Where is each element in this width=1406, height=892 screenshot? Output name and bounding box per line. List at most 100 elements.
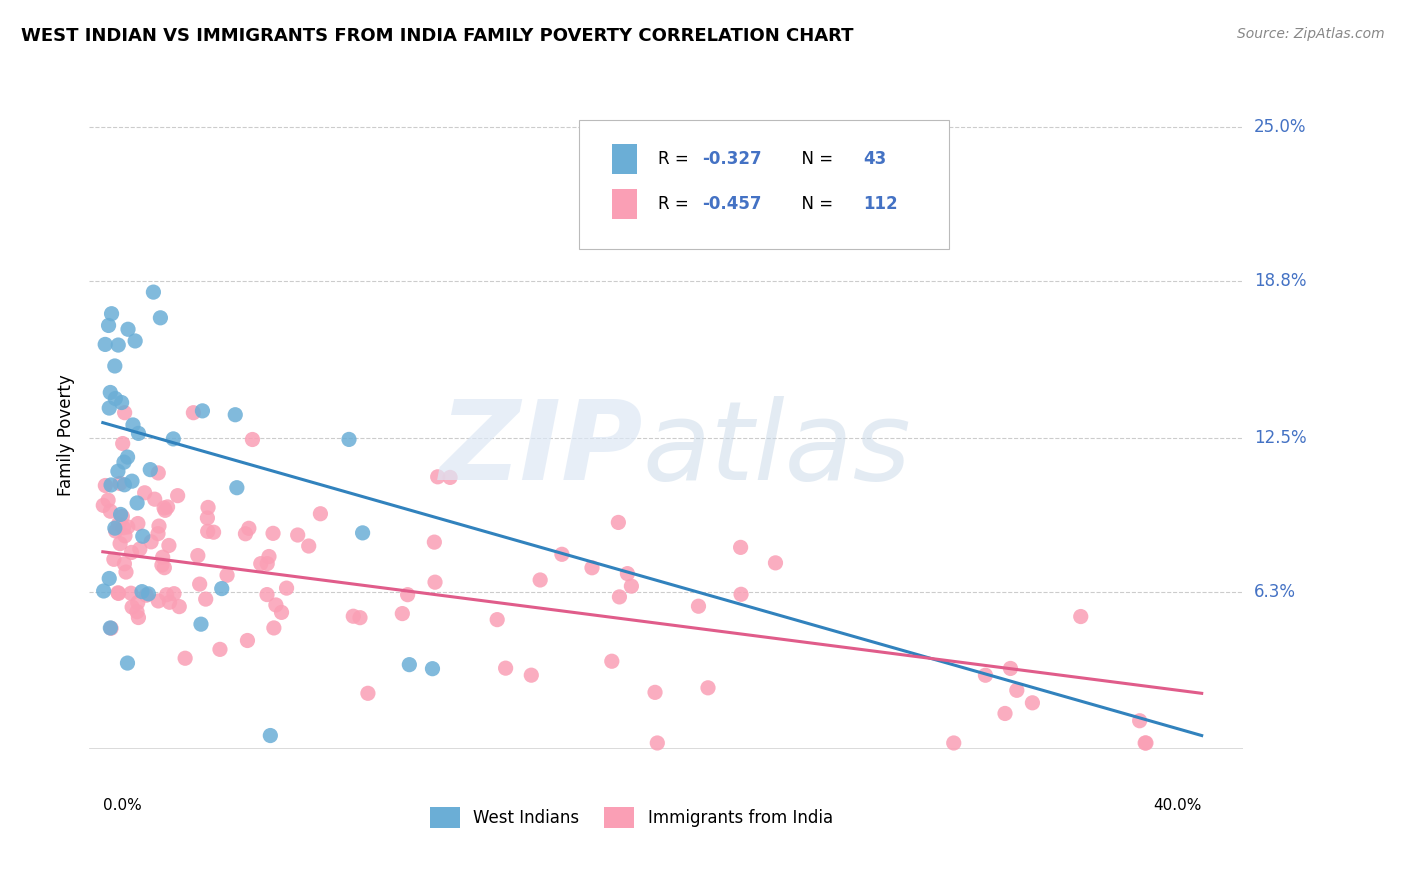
- Point: [270, 606, 292, 620]
- Point: [104, 524, 127, 538]
- Point: [225, 481, 247, 495]
- Point: [104, 392, 127, 406]
- Point: [153, 560, 176, 574]
- Point: [142, 285, 165, 299]
- Text: atlas: atlas: [643, 396, 911, 503]
- Text: Source: ZipAtlas.com: Source: ZipAtlas.com: [1237, 27, 1385, 41]
- Point: [202, 525, 225, 540]
- Text: WEST INDIAN VS IMMIGRANTS FROM INDIA FAMILY POVERTY CORRELATION CHART: WEST INDIAN VS IMMIGRANTS FROM INDIA FAM…: [21, 27, 853, 45]
- Legend: West Indians, Immigrants from India: West Indians, Immigrants from India: [423, 801, 839, 834]
- Text: 25.0%: 25.0%: [1254, 118, 1306, 136]
- Point: [529, 573, 551, 587]
- Point: [152, 550, 174, 565]
- Point: [153, 503, 176, 517]
- Point: [107, 586, 129, 600]
- Point: [208, 642, 231, 657]
- Point: [1133, 736, 1156, 750]
- Point: [156, 500, 179, 514]
- Point: [135, 588, 157, 602]
- Point: [1129, 714, 1152, 728]
- Text: -0.457: -0.457: [702, 195, 761, 213]
- Point: [166, 489, 188, 503]
- Point: [97, 493, 120, 508]
- Text: 40.0%: 40.0%: [1153, 797, 1202, 813]
- Point: [730, 587, 752, 601]
- Point: [125, 605, 148, 619]
- Point: [124, 334, 146, 348]
- Point: [607, 516, 630, 530]
- Point: [439, 470, 461, 484]
- Point: [110, 508, 132, 522]
- Point: [191, 404, 214, 418]
- Point: [132, 529, 155, 543]
- Point: [974, 668, 997, 682]
- Point: [121, 600, 143, 615]
- Point: [131, 584, 153, 599]
- Point: [581, 561, 603, 575]
- Text: R =: R =: [658, 150, 695, 168]
- Text: 18.8%: 18.8%: [1254, 272, 1306, 290]
- Point: [114, 529, 136, 543]
- Point: [111, 509, 134, 524]
- Point: [1135, 736, 1157, 750]
- Point: [391, 607, 413, 621]
- Point: [215, 568, 238, 582]
- Point: [117, 322, 139, 336]
- Point: [117, 520, 139, 534]
- Point: [235, 526, 257, 541]
- Point: [127, 496, 149, 510]
- Point: [98, 385, 121, 400]
- Point: [730, 541, 752, 555]
- Point: [688, 599, 710, 614]
- Point: [157, 539, 180, 553]
- Point: [495, 661, 517, 675]
- Text: 0.0%: 0.0%: [103, 797, 142, 813]
- Point: [423, 575, 446, 590]
- Point: [609, 590, 631, 604]
- Point: [121, 474, 143, 488]
- Point: [1021, 696, 1043, 710]
- Point: [98, 572, 121, 586]
- Point: [127, 516, 149, 531]
- Text: N =: N =: [790, 150, 838, 168]
- Point: [103, 552, 125, 566]
- Point: [149, 310, 172, 325]
- Point: [249, 557, 271, 571]
- Point: [616, 566, 638, 581]
- Point: [117, 450, 139, 464]
- Point: [150, 558, 173, 572]
- Point: [139, 462, 162, 476]
- Point: [122, 417, 145, 432]
- Point: [107, 586, 129, 600]
- Point: [197, 511, 219, 525]
- Point: [352, 525, 374, 540]
- Point: [276, 581, 298, 595]
- Point: [148, 519, 170, 533]
- Point: [620, 579, 643, 593]
- Point: [259, 729, 281, 743]
- Point: [100, 621, 122, 635]
- Point: [111, 436, 134, 450]
- Point: [551, 547, 574, 561]
- Point: [117, 656, 139, 670]
- Point: [107, 338, 129, 352]
- Point: [127, 610, 149, 624]
- Text: R =: R =: [658, 195, 695, 213]
- Point: [188, 577, 211, 591]
- Point: [238, 521, 260, 535]
- Point: [139, 534, 162, 549]
- Point: [121, 545, 143, 559]
- Point: [93, 584, 115, 599]
- Point: [994, 706, 1017, 721]
- Point: [148, 466, 170, 480]
- Point: [422, 662, 444, 676]
- Text: -0.327: -0.327: [702, 150, 762, 168]
- Point: [100, 307, 122, 321]
- Point: [115, 565, 138, 579]
- FancyBboxPatch shape: [579, 120, 949, 249]
- Point: [134, 485, 156, 500]
- Point: [426, 470, 449, 484]
- Point: [128, 541, 150, 556]
- FancyBboxPatch shape: [612, 189, 637, 219]
- Point: [486, 613, 509, 627]
